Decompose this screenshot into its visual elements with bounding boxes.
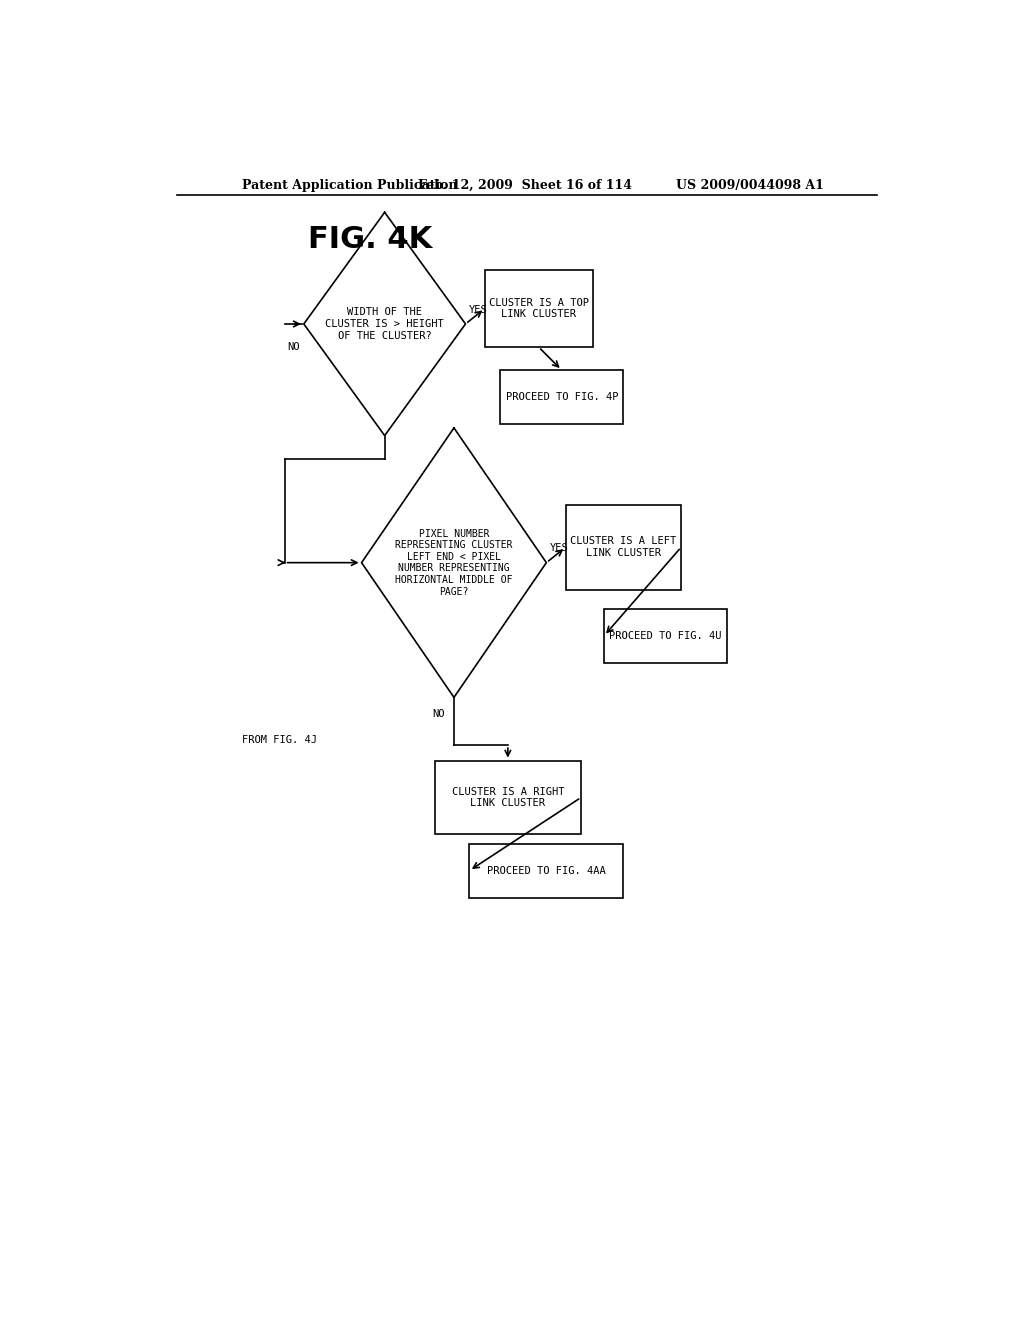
Bar (435, 760, 581, 834)
Bar (565, 506, 681, 590)
Text: NO: NO (432, 709, 444, 719)
Text: US 2009/0044098 A1: US 2009/0044098 A1 (676, 178, 823, 191)
Text: PROCEED TO FIG. 4AA: PROCEED TO FIG. 4AA (487, 866, 606, 875)
Text: Patent Application Publication: Patent Application Publication (243, 178, 458, 191)
Text: YES: YES (550, 544, 568, 553)
Text: CLUSTER IS A RIGHT
LINK CLUSTER: CLUSTER IS A RIGHT LINK CLUSTER (452, 787, 564, 808)
Bar (469, 843, 624, 898)
Bar (604, 609, 727, 663)
Text: WIDTH OF THE
CLUSTER IS > HEIGHT
OF THE CLUSTER?: WIDTH OF THE CLUSTER IS > HEIGHT OF THE … (326, 308, 444, 341)
Text: PIXEL NUMBER
REPRESENTING CLUSTER
LEFT END < PIXEL
NUMBER REPRESENTING
HORIZONTA: PIXEL NUMBER REPRESENTING CLUSTER LEFT E… (395, 528, 513, 597)
Text: Feb. 12, 2009  Sheet 16 of 114: Feb. 12, 2009 Sheet 16 of 114 (418, 178, 632, 191)
Text: YES: YES (469, 305, 487, 314)
Text: NO: NO (288, 342, 300, 352)
Text: FROM FIG. 4J: FROM FIG. 4J (243, 735, 317, 744)
Text: PROCEED TO FIG. 4U: PROCEED TO FIG. 4U (609, 631, 722, 640)
Text: FIG. 4K: FIG. 4K (307, 224, 432, 253)
Bar (484, 271, 593, 347)
Text: CLUSTER IS A TOP
LINK CLUSTER: CLUSTER IS A TOP LINK CLUSTER (488, 298, 589, 319)
Text: CLUSTER IS A LEFT
LINK CLUSTER: CLUSTER IS A LEFT LINK CLUSTER (570, 536, 677, 558)
Bar (500, 370, 624, 424)
Text: PROCEED TO FIG. 4P: PROCEED TO FIG. 4P (506, 392, 618, 403)
